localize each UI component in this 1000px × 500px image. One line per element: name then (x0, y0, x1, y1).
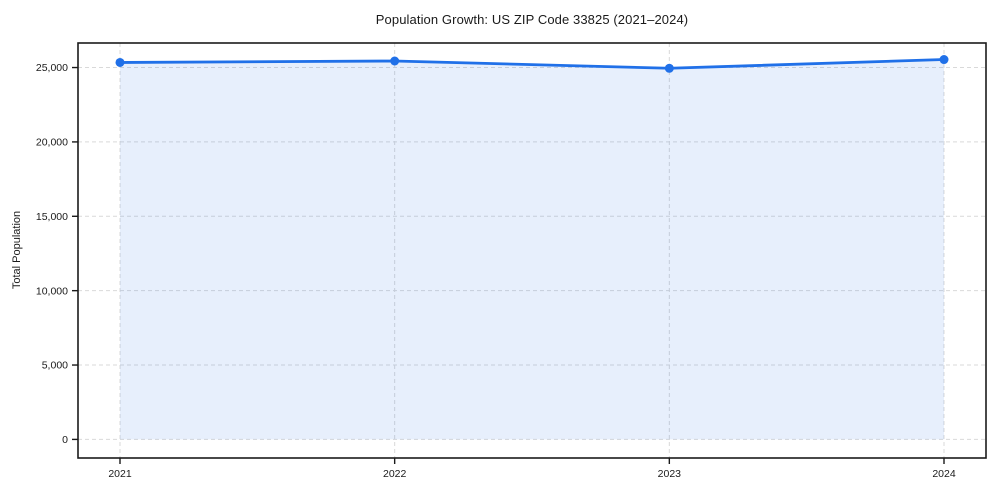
x-tick-label: 2021 (108, 468, 132, 480)
data-point-2021 (115, 57, 125, 67)
x-tick-label: 2022 (383, 468, 407, 480)
plot-border (77, 42, 987, 459)
x-tick-label: 2023 (658, 468, 682, 480)
y-tick-label: 15,000 (36, 211, 68, 223)
data-point-2022 (390, 56, 400, 66)
population-line (118, 58, 946, 70)
data-point-2024 (939, 55, 949, 65)
area-fill (120, 59, 944, 440)
y-tick-label: 0 (62, 434, 68, 446)
data-point-2023 (664, 63, 674, 73)
y-tick-label: 25,000 (36, 62, 68, 74)
x-tick-label: 2024 (932, 468, 956, 480)
y-tick-label: 20,000 (36, 137, 68, 149)
chart-title: Population Growth: US ZIP Code 33825 (20… (375, 12, 689, 27)
y-tick-label: 10,000 (36, 285, 68, 297)
y-tick-label: 5,000 (42, 360, 68, 372)
